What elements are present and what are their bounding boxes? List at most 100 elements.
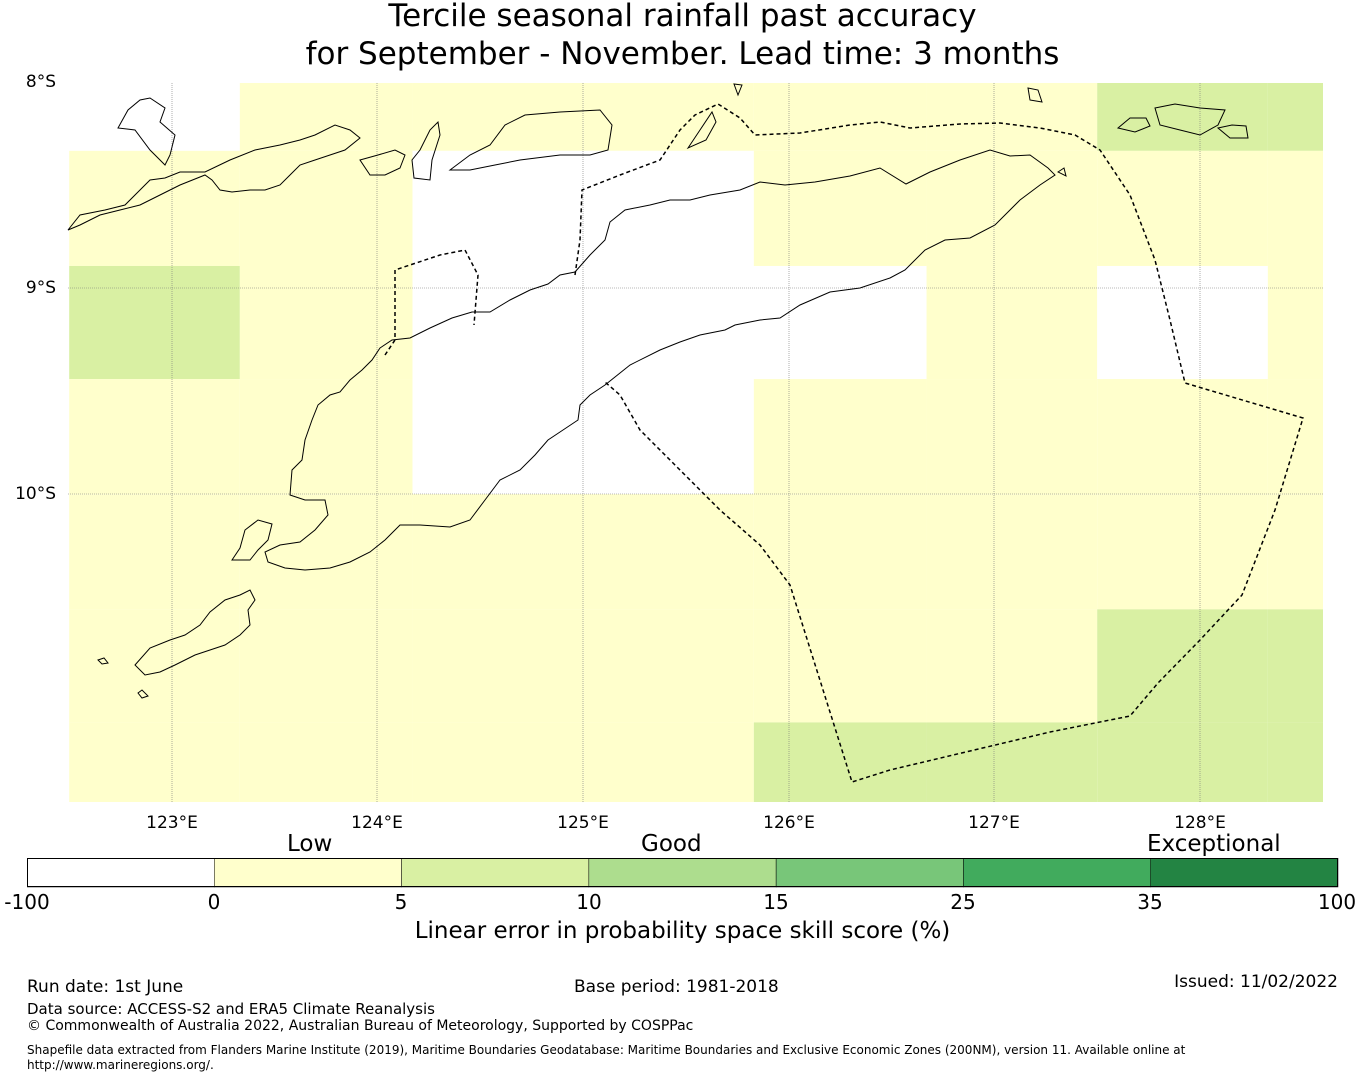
skill-cell <box>583 722 754 802</box>
skill-cell <box>412 494 584 610</box>
lon-label-128e: 128°E <box>1174 813 1226 833</box>
skill-cell <box>753 379 927 495</box>
skill-cell <box>412 83 584 151</box>
flores-north <box>117 97 176 166</box>
skill-cell <box>926 83 1098 151</box>
skill-cell <box>412 609 584 723</box>
skill-cell <box>69 265 240 380</box>
sawu-island <box>134 589 256 676</box>
colorbar-tick: -100 <box>4 890 50 914</box>
skill-cell <box>926 265 1098 380</box>
colorbar-tick: 0 <box>207 890 221 914</box>
colorbar-label: Linear error in probability space skill … <box>414 918 951 944</box>
skill-map <box>67 83 1323 802</box>
kisar-like-island <box>1057 167 1067 177</box>
skill-cell <box>69 609 240 723</box>
skill-cell <box>1097 722 1268 802</box>
lon-label-126e: 126°E <box>763 813 815 833</box>
data-source: Data source: ACCESS-S2 and ERA5 Climate … <box>27 1000 435 1018</box>
skill-cell <box>412 150 584 266</box>
map-title-line-1: Tercile seasonal rainfall past accuracy <box>388 0 977 34</box>
category-good: Good <box>641 831 702 857</box>
skill-cell <box>412 265 584 380</box>
skill-cell <box>1097 494 1268 610</box>
skill-cell <box>1097 265 1268 380</box>
skill-cell <box>1267 150 1323 266</box>
shapefile-credit-line-2: http://www.marineregions.org/. <box>27 1058 214 1072</box>
skill-cell <box>1267 609 1323 723</box>
lat-label-8s: 8°S <box>25 72 56 92</box>
skill-cell <box>583 379 754 495</box>
colorbar-tick: 35 <box>1137 890 1163 914</box>
skill-cell <box>69 494 240 610</box>
colorbar-tick: 15 <box>763 890 789 914</box>
category-exceptional: Exceptional <box>1147 831 1281 857</box>
wetar-island <box>448 109 613 171</box>
skill-cell <box>583 609 754 723</box>
atauro-island <box>686 110 717 150</box>
skill-cell <box>583 265 754 380</box>
skill-cell <box>1097 150 1268 266</box>
solor-island <box>359 149 406 176</box>
skill-cell <box>239 265 413 380</box>
skill-cell <box>69 722 240 802</box>
colorbar-segment <box>588 858 777 888</box>
lat-label-10s: 10°S <box>15 484 56 504</box>
colorbar-segment <box>1150 858 1339 888</box>
colorbar-tick: 25 <box>950 890 976 914</box>
skill-cell <box>753 609 927 723</box>
small-island-1 <box>1027 87 1043 103</box>
colorbar-tick: 5 <box>394 890 408 914</box>
base-period: Base period: 1981-2018 <box>574 977 779 997</box>
coastline <box>67 83 1249 699</box>
colorbar-tick: 100 <box>1317 890 1357 914</box>
skill-cell <box>412 722 584 802</box>
run-date: Run date: 1st June <box>27 977 184 997</box>
skill-cell <box>239 494 413 610</box>
skill-cell <box>1267 494 1323 610</box>
skill-cell <box>1267 722 1323 802</box>
category-low: Low <box>287 831 333 857</box>
small-island-3 <box>137 689 149 699</box>
skill-cell <box>239 83 413 151</box>
issued-date: Issued: 11/02/2022 <box>1174 972 1338 992</box>
colorbar-segment <box>963 858 1151 888</box>
colorbar-segment <box>401 858 590 888</box>
lon-label-124e: 124°E <box>351 813 403 833</box>
lon-label-127e: 127°E <box>968 813 1020 833</box>
skill-cell <box>926 494 1098 610</box>
lon-label-123e: 123°E <box>146 813 198 833</box>
skill-grid-cells <box>69 83 1323 802</box>
lakor-island <box>1216 124 1249 139</box>
lon-label-125e: 125°E <box>557 813 609 833</box>
skill-cell <box>239 722 413 802</box>
colorbar-segment <box>27 858 215 888</box>
skill-cell <box>583 150 754 266</box>
skill-cell <box>926 379 1098 495</box>
skill-cell <box>69 150 240 266</box>
small-island-4 <box>733 83 743 97</box>
colorbar-tick: 10 <box>576 890 602 914</box>
skill-cell <box>583 494 754 610</box>
skill-cell <box>1097 609 1268 723</box>
skill-cell <box>753 265 927 380</box>
skill-cell <box>1267 379 1323 495</box>
skill-cell <box>753 722 927 802</box>
colorbar-segment <box>214 858 402 888</box>
map-title-line-2: for September - November. Lead time: 3 m… <box>305 36 1060 72</box>
skill-cell <box>926 722 1098 802</box>
colorbar <box>27 858 1339 888</box>
colorbar-segment <box>775 858 964 888</box>
flores-east <box>67 124 361 231</box>
copyright-notice: © Commonwealth of Australia 2022, Austra… <box>27 1018 694 1034</box>
skill-cell <box>69 379 240 495</box>
skill-cell <box>239 609 413 723</box>
leti-island <box>1116 117 1151 133</box>
skill-cell <box>583 83 754 151</box>
skill-cell <box>1267 265 1323 380</box>
lat-label-9s: 9°S <box>25 278 56 298</box>
eez-boundary <box>384 103 1304 783</box>
skill-cell <box>926 609 1098 723</box>
skill-cell <box>753 83 927 151</box>
moa-island <box>1154 103 1226 136</box>
